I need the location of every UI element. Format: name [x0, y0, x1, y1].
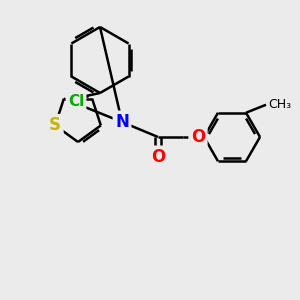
Text: CH₃: CH₃ [268, 98, 291, 111]
Text: O: O [151, 148, 165, 166]
Text: S: S [49, 116, 61, 134]
Text: O: O [191, 128, 205, 146]
Text: Cl: Cl [68, 94, 84, 109]
Text: N: N [115, 113, 129, 131]
